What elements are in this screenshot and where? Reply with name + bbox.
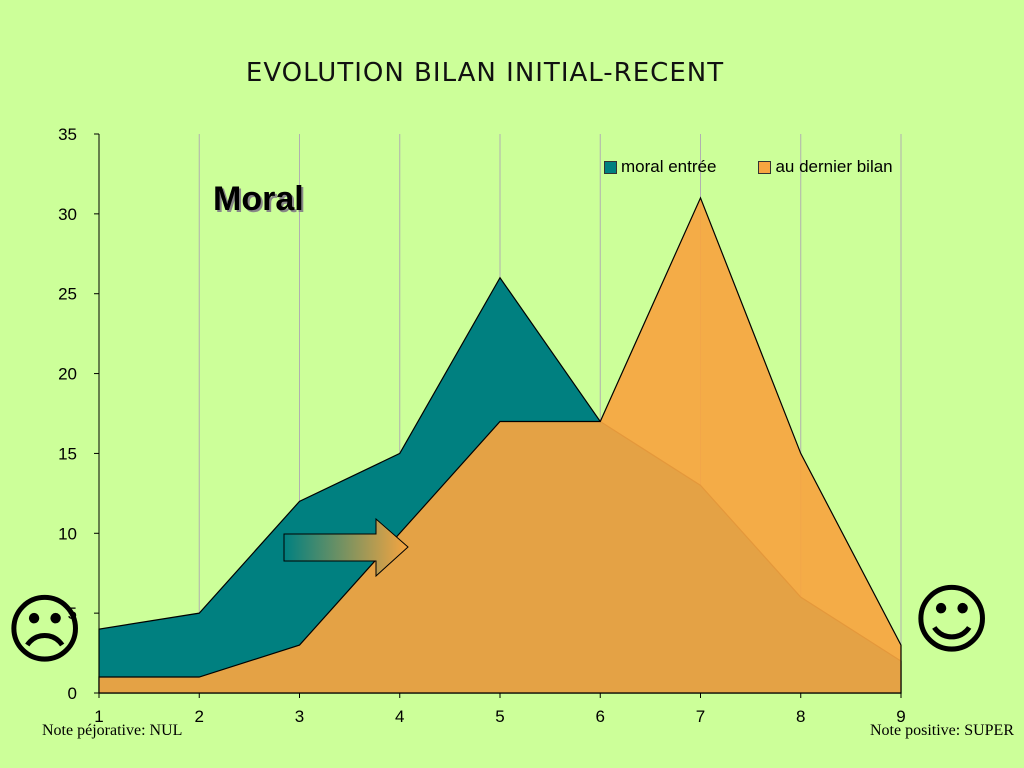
x-tick-label-3: 3 [295,707,304,726]
x-tick-label-9: 9 [896,707,905,726]
happy-face-icon: ☺ [912,575,992,664]
legend-label-dernier-bilan: au dernier bilan [775,157,893,176]
y-tick-label-0: 0 [68,684,77,703]
legend-swatch-dernier-bilan [758,160,772,174]
x-tick-label-7: 7 [696,707,705,726]
y-tick-label-5: 5 [68,604,77,623]
y-tick-label-15: 15 [58,444,77,463]
note-pejorative: Note péjorative: NUL [42,722,183,739]
y-tick-label-10: 10 [58,524,77,543]
moral-label: Moral [213,180,304,218]
y-tick-label-20: 20 [58,365,77,384]
x-tick-label-5: 5 [495,707,504,726]
x-tick-label-2: 2 [195,707,204,726]
y-tick-label-35: 35 [58,125,77,144]
legend-item-dernier-bilan: au dernier bilan [758,157,893,177]
y-tick-label-25: 25 [58,285,77,304]
shift-arrow [283,517,409,578]
x-tick-label-1: 1 [94,707,103,726]
x-tick-label-8: 8 [796,707,805,726]
chart-title: EVOLUTION BILAN INITIAL-RECENT [245,58,725,88]
y-tick-label-30: 30 [58,205,77,224]
x-tick-label-4: 4 [395,707,404,726]
sad-face-icon: ☹ [5,585,85,674]
x-tick-label-6: 6 [596,707,605,726]
note-positive: Note positive: SUPER [869,722,1014,739]
chart-legend: moral entrée au dernier bilan [604,157,893,177]
series-area-dernier-bilan [98,196,902,694]
legend-label-moral-entree: moral entrée [621,157,717,176]
legend-item-moral-entree: moral entrée [604,157,716,177]
legend-swatch-moral-entree [604,160,617,174]
